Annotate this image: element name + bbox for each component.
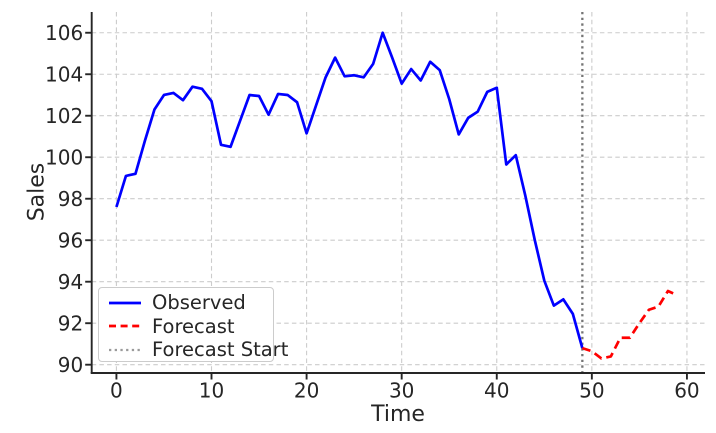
- x-tick-label: 40: [484, 379, 509, 403]
- y-axis-label: Sales: [24, 162, 50, 222]
- legend-item-observed: Observed: [108, 291, 273, 315]
- y-tick-label: 98: [58, 187, 83, 211]
- y-tick-label: 104: [45, 62, 83, 86]
- x-tick-label: 0: [110, 379, 123, 403]
- y-tick-label: 94: [58, 270, 83, 294]
- observed-line-icon: [109, 301, 141, 305]
- y-tick-label: 96: [58, 228, 83, 252]
- x-tick-label: 10: [199, 379, 224, 403]
- x-axis-label: Time: [371, 402, 425, 427]
- legend-item-forecast: Forecast: [108, 315, 273, 339]
- x-tick-label: 20: [294, 379, 319, 403]
- x-tick-label: 60: [674, 379, 699, 403]
- y-tick-label: 90: [58, 353, 83, 377]
- observed-line: [115, 31, 584, 349]
- y-tick-label: 102: [45, 104, 83, 128]
- y-tick-label: 106: [45, 21, 83, 45]
- legend-item-forecast-start: Forecast Start: [108, 338, 288, 362]
- y-tick-label: 100: [45, 145, 83, 169]
- legend-label-observed: Observed: [152, 291, 246, 315]
- legend: Observed Forecast Forecast Start: [98, 287, 288, 362]
- legend-label-forecast-start: Forecast Start: [152, 338, 289, 362]
- forecast-start-line-icon: [109, 348, 141, 351]
- x-tick-label: 50: [579, 379, 604, 403]
- forecast-line-icon: [109, 324, 141, 328]
- x-tick-label: 30: [389, 379, 414, 403]
- forecast-line: [581, 289, 678, 360]
- y-tick-label: 92: [58, 311, 83, 335]
- legend-label-forecast: Forecast: [152, 314, 235, 338]
